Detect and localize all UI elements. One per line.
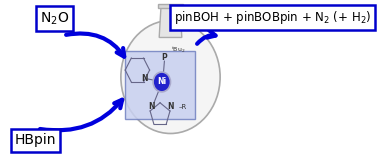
Text: –R: –R <box>178 104 187 110</box>
Text: HBpin: HBpin <box>15 133 56 147</box>
FancyArrowPatch shape <box>40 100 122 130</box>
Circle shape <box>121 20 220 133</box>
Text: Ni: Ni <box>157 78 166 86</box>
Text: N$_2$O: N$_2$O <box>40 10 69 27</box>
Text: $^t$Bu$_2$: $^t$Bu$_2$ <box>171 45 186 55</box>
Text: P: P <box>161 53 167 62</box>
FancyBboxPatch shape <box>125 51 195 119</box>
Text: N: N <box>167 102 174 111</box>
FancyArrowPatch shape <box>197 30 215 44</box>
Polygon shape <box>159 8 182 38</box>
Text: pinBOH + pinBOBpin + N$_2$ (+ H$_2$): pinBOH + pinBOBpin + N$_2$ (+ H$_2$) <box>174 9 371 26</box>
FancyArrowPatch shape <box>66 33 124 57</box>
Circle shape <box>153 72 170 92</box>
Text: N: N <box>141 75 148 84</box>
Text: N: N <box>148 102 155 111</box>
Polygon shape <box>158 4 183 8</box>
